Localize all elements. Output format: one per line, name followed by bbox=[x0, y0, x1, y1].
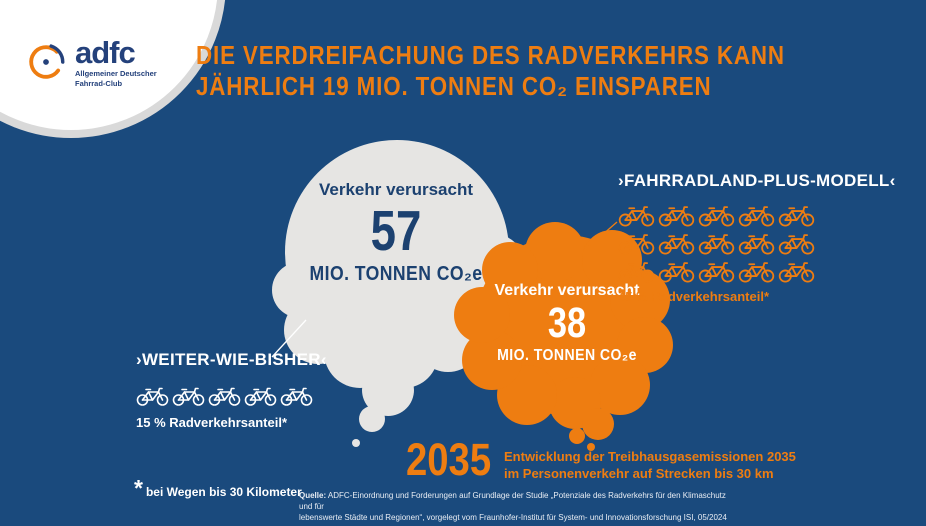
adfc-wheel-icon bbox=[27, 43, 65, 81]
year-label: 2035 bbox=[406, 434, 492, 485]
asterisk: * bbox=[134, 475, 143, 501]
baseline-cloud-value: 57 bbox=[370, 199, 422, 263]
baseline-cloud-unit: MIO. TONNEN CO₂e bbox=[309, 263, 483, 285]
scenario-left-bike-pictograms bbox=[136, 385, 327, 406]
bike-icon bbox=[778, 231, 815, 255]
source-note: Quelle: ADFC-Einordnung und Forderungen … bbox=[299, 491, 739, 523]
bike-icon bbox=[738, 231, 775, 255]
plus-cloud-shape bbox=[454, 222, 673, 451]
baseline-connector-line bbox=[271, 319, 307, 358]
bike-icon bbox=[698, 231, 735, 255]
scenario-weiter-wie-bisher: ›WEITER-WIE-BISHER‹ 15 % Radverkehrsante… bbox=[136, 350, 327, 430]
plus-connector-line bbox=[585, 221, 618, 250]
bike-icon bbox=[618, 203, 655, 227]
source-line1: ADFC-Einordnung und Forderungen auf Grun… bbox=[299, 491, 726, 511]
footnote-text: bei Wegen bis 30 Kilometer bbox=[145, 485, 302, 499]
bike-icon bbox=[698, 259, 735, 283]
bike-icon bbox=[778, 203, 815, 227]
headline-line2: JÄHRLICH 19 MIO. TONNEN CO₂ EINSPAREN bbox=[196, 71, 712, 101]
bike-icon bbox=[658, 231, 695, 255]
scenario-right-share: 45 % Radverkehrsanteil* bbox=[618, 289, 770, 304]
headline: DIE VERDREIFACHUNG DES RADVERKEHRS KANN … bbox=[196, 40, 785, 102]
scenario-left-share: 15 % Radverkehrsanteil* bbox=[136, 415, 288, 430]
baseline-cloud-text: Verkehr verursacht 57 MIO. TONNEN CO₂e bbox=[277, 180, 515, 286]
scenario-left-name: ›WEITER-WIE-BISHER‹ bbox=[136, 350, 327, 369]
bike-icon bbox=[280, 385, 313, 406]
plus-cloud-label: Verkehr verursacht bbox=[494, 282, 640, 299]
bike-icon bbox=[136, 385, 169, 406]
bike-icon bbox=[658, 259, 695, 283]
plus-cloud-value: 38 bbox=[547, 299, 587, 347]
adfc-logo: adfc Allgemeiner Deutscher Fahrrad-Club bbox=[24, 35, 157, 89]
scenario-fahrradland-plus-modell: ›FAHRRADLAND-PLUS-MODELL‹ 45 % Radverkeh… bbox=[618, 171, 896, 304]
headline-line1: DIE VERDREIFACHUNG DES RADVERKEHRS KANN bbox=[196, 40, 785, 70]
source-line2: lebenswerte Städte und Regionen“, vorgel… bbox=[299, 512, 727, 522]
plus-cloud-text: Verkehr verursacht 38 MIO. TONNEN CO₂e bbox=[457, 282, 677, 365]
bike-icon bbox=[618, 259, 655, 283]
baseline-cloud-label: Verkehr verursacht bbox=[318, 180, 474, 199]
bike-icon bbox=[208, 385, 241, 406]
bike-icon bbox=[738, 203, 775, 227]
adfc-logo-text: adfc Allgemeiner Deutscher Fahrrad-Club bbox=[75, 35, 157, 89]
bike-icon bbox=[698, 203, 735, 227]
source-label: Quelle: bbox=[299, 491, 327, 500]
bike-icon bbox=[172, 385, 205, 406]
brand-name: adfc bbox=[75, 35, 136, 70]
bike-icon bbox=[244, 385, 277, 406]
year-description: Entwicklung der Treibhausgasemissionen 2… bbox=[504, 449, 796, 481]
bike-icon bbox=[658, 203, 695, 227]
scenario-right-name: ›FAHRRADLAND-PLUS-MODELL‹ bbox=[618, 171, 896, 190]
footnote: * bei Wegen bis 30 Kilometer bbox=[134, 477, 302, 500]
bike-icon bbox=[778, 259, 815, 283]
brand-subtitle: Allgemeiner Deutscher Fahrrad-Club bbox=[75, 69, 157, 89]
bike-icon bbox=[618, 231, 655, 255]
scenario-right-bike-pictograms bbox=[618, 203, 818, 283]
bike-icon bbox=[738, 259, 775, 283]
plus-cloud-unit: MIO. TONNEN CO₂e bbox=[497, 347, 637, 364]
